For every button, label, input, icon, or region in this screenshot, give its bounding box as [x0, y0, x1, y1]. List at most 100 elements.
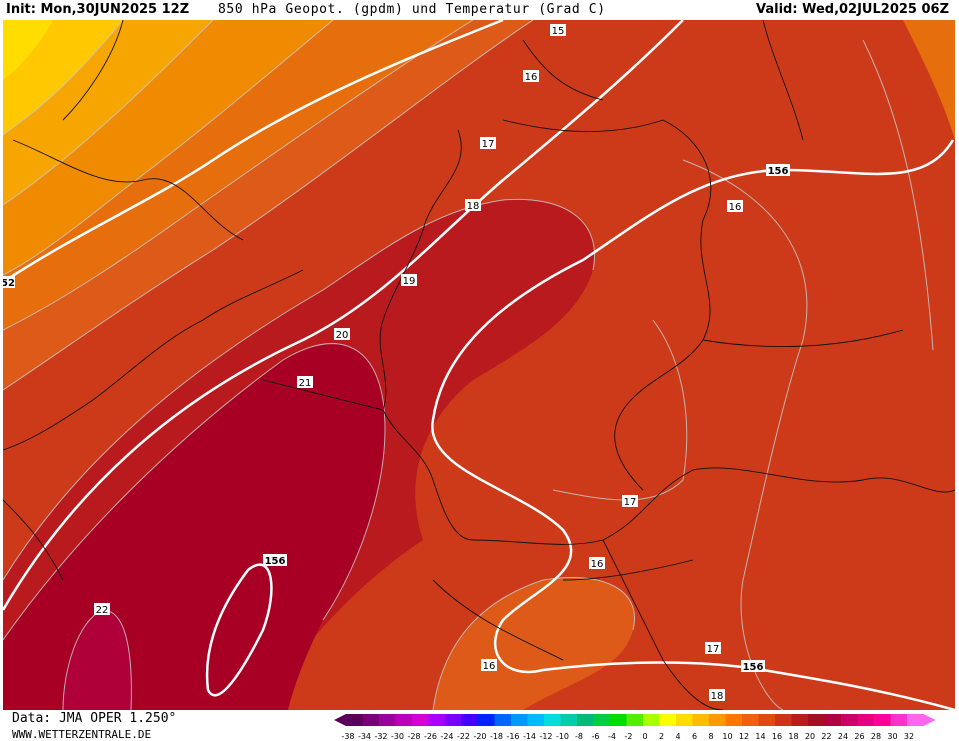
colorbar-swatch	[527, 714, 545, 726]
colorbar-tick-label: 0	[642, 732, 647, 741]
colorbar-tick-label: -16	[506, 732, 519, 741]
colorbar-swatch	[808, 714, 825, 726]
isotherm-label: 20	[334, 328, 350, 341]
temperature-field: 15 16 17 18 19 20 21 16 17 17 16 16 18 2…	[3, 20, 955, 710]
svg-text:16: 16	[729, 202, 742, 213]
colorbar-tick-label: -4	[608, 732, 616, 741]
colorbar-swatch	[577, 714, 594, 726]
colorbar-swatch	[890, 714, 908, 726]
svg-text:156: 156	[265, 556, 286, 567]
colorbar-swatch	[692, 714, 710, 726]
colorbar-swatch	[346, 714, 363, 726]
geopotential-label: 156	[766, 164, 790, 177]
colorbar-tick-label: -2	[625, 732, 633, 741]
band-22	[63, 610, 132, 710]
map-header: Init: Mon,30JUN2025 12Z 850 hPa Geopot. …	[0, 0, 959, 20]
colorbar-tick-label: 4	[675, 732, 680, 741]
colorbar-ticks: -38 -34 -32 -30 -28 -26 -24 -22 -20 -18 -16 -14 -12-…	[341, 732, 914, 741]
website-link[interactable]: WWW.WETTERZENTRALE.DE	[12, 728, 152, 741]
colorbar-swatch	[511, 714, 528, 726]
colorbar-arrow-right	[923, 714, 936, 726]
colorbar-swatch	[544, 714, 561, 726]
colorbar-tick-label: 8	[708, 732, 713, 741]
band-4	[3, 20, 53, 80]
colorbar-tick-label: -28	[407, 732, 420, 741]
isotherm-lines	[3, 20, 934, 710]
colorbar-swatch	[676, 714, 693, 726]
colorbar-swatch	[857, 714, 875, 726]
svg-text:18: 18	[711, 691, 724, 702]
colorbar-swatch	[478, 714, 495, 726]
isotherm-label: 16	[481, 659, 497, 672]
colorbar-tick-label: 30	[887, 732, 897, 741]
colorbar-swatch	[725, 714, 743, 726]
isotherm-label: 17	[705, 642, 721, 655]
colorbar-swatch	[560, 714, 578, 726]
colorbar-tick-label: 6	[692, 732, 697, 741]
map-footer: Data: JMA OPER 1.250° WWW.WETTERZENTRALE…	[0, 710, 959, 741]
data-source: Data: JMA OPER 1.250°	[12, 711, 177, 726]
isotherm-label: 16	[589, 557, 605, 570]
colorbar-swatch	[494, 714, 512, 726]
isotherm-label: 22	[94, 603, 110, 616]
colorbar-tick-label: 32	[904, 732, 914, 741]
colorbar-swatch	[643, 714, 660, 726]
colorbar-tick-label: -12	[539, 732, 552, 741]
colorbar-swatch	[461, 714, 479, 726]
svg-text:19: 19	[403, 276, 416, 287]
colorbar-swatch	[593, 714, 611, 726]
svg-text:20: 20	[336, 330, 349, 341]
svg-text:16: 16	[591, 559, 604, 570]
geopotential-label: 156	[263, 554, 287, 567]
init-time: Init: Mon,30JUN2025 12Z	[6, 2, 190, 17]
colorbar-tick-label: 16	[772, 732, 782, 741]
weather-map: 15 16 17 18 19 20 21 16 17 17 16 16 18 2…	[3, 20, 955, 710]
colorbar-swatch	[395, 714, 413, 726]
colorbar-swatch	[428, 714, 446, 726]
colorbar-tick-label: -8	[575, 732, 583, 741]
temperature-colorbar: -38 -34 -32 -30 -28 -26 -24 -22 -20 -18 -16 -14 -12-…	[334, 714, 936, 741]
country-borders	[3, 20, 955, 710]
colorbar-swatch	[907, 714, 924, 726]
colorbar-tick-label: 14	[755, 732, 765, 741]
geopotential-label: 156	[741, 660, 765, 673]
band-14-south	[433, 577, 635, 710]
svg-text:17: 17	[482, 139, 495, 150]
isotherm-label: 15	[550, 24, 566, 37]
svg-text:52: 52	[3, 278, 15, 289]
isotherm-label: 17	[480, 137, 496, 150]
colorbar-swatch	[841, 714, 858, 726]
colorbar-swatch	[445, 714, 462, 726]
colorbar-swatch	[626, 714, 644, 726]
colorbar-tick-label: -34	[358, 732, 371, 741]
isotherm-label: 16	[727, 200, 743, 213]
svg-text:18: 18	[467, 201, 480, 212]
colorbar-tick-label: 26	[854, 732, 864, 741]
isotherm-label: 16	[523, 70, 539, 83]
colorbar-tick-label: 20	[805, 732, 815, 741]
geopotential-contours	[3, 20, 955, 710]
colorbar-tick-label: -24	[440, 732, 453, 741]
colorbar-swatch	[379, 714, 396, 726]
colorbar-swatches	[334, 714, 936, 726]
map-title: 850 hPa Geopot. (gpdm) und Temperatur (G…	[218, 2, 606, 17]
colorbar-tick-label: 22	[821, 732, 831, 741]
colorbar-tick-label: 12	[739, 732, 749, 741]
isotherm-label: 19	[401, 274, 417, 287]
colorbar-tick-label: 24	[838, 732, 848, 741]
svg-text:15: 15	[552, 26, 565, 37]
band-14-ne	[903, 20, 955, 140]
svg-text:22: 22	[96, 605, 109, 616]
colorbar-tick-label: -18	[490, 732, 503, 741]
colorbar-swatch	[824, 714, 842, 726]
colorbar-tick-label: 28	[871, 732, 881, 741]
colorbar-tick-label: -20	[473, 732, 486, 741]
colorbar-tick-label: 18	[788, 732, 798, 741]
isotherm-label: 18	[465, 199, 481, 212]
colorbar-swatch	[362, 714, 380, 726]
isotherm-label: 17	[622, 495, 638, 508]
svg-text:16: 16	[525, 72, 538, 83]
svg-text:21: 21	[299, 378, 312, 389]
svg-text:16: 16	[483, 661, 496, 672]
